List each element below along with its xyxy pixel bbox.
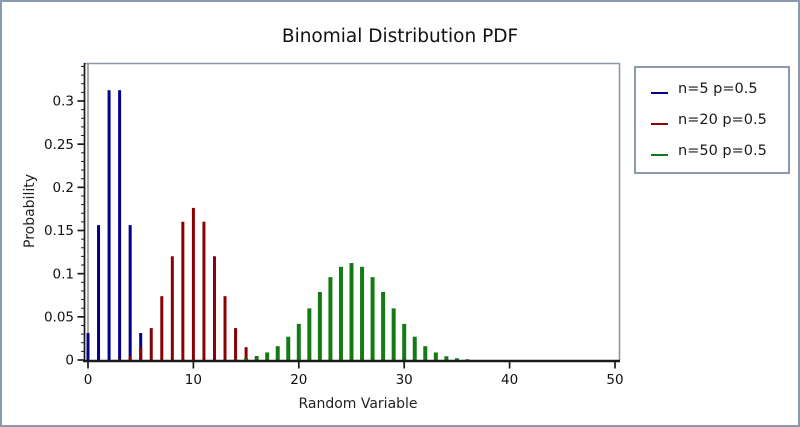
bar-n=50-p=0.5 (233, 359, 238, 360)
y-tick-label: 0.3 (53, 94, 74, 110)
bar-n=5-p=0.5 (128, 225, 132, 360)
legend-item-n5: n=5 p=0.5 (651, 79, 788, 99)
bar-n=5-p=0.5 (97, 225, 101, 360)
chart-title: Binomial Distribution PDF (281, 26, 519, 47)
bar-n=20-p=0.5 (191, 207, 195, 360)
legend-line-swatch-n50 (651, 153, 668, 157)
legend-item-n20: n=20 p=0.5 (651, 110, 788, 130)
legend-label-n20: n=20 p=0.5 (678, 112, 767, 128)
y-tick-label: 0.2 (53, 180, 74, 196)
bar-n=5-p=0.5 (107, 90, 111, 360)
x-tick-label: 10 (185, 372, 202, 388)
bar-n=20-p=0.5 (170, 256, 174, 360)
bar-n=50-p=0.5 (360, 266, 365, 360)
bar-n=20-p=0.5 (234, 328, 238, 360)
bar-n=50-p=0.5 (349, 263, 354, 360)
x-tick-label: 40 (501, 372, 518, 388)
bar-n=50-p=0.5 (444, 356, 449, 360)
bar-n=50-p=0.5 (275, 346, 280, 360)
bar-n=20-p=0.5 (128, 356, 132, 360)
y-tick-label: 0 (65, 353, 74, 369)
x-tick-label: 50 (606, 372, 623, 388)
bar-n=50-p=0.5 (244, 358, 249, 360)
bar-n=50-p=0.5 (433, 352, 438, 360)
x-axis-label: Random Variable (298, 396, 418, 412)
bar-n=50-p=0.5 (296, 323, 301, 360)
y-tick-label: 0.1 (53, 266, 74, 282)
bar-n=50-p=0.5 (328, 277, 333, 360)
bar-n=50-p=0.5 (307, 308, 312, 360)
legend-label-n50: n=50 p=0.5 (678, 143, 767, 159)
x-tick-label: 0 (84, 372, 93, 388)
bar-n=50-p=0.5 (338, 266, 343, 360)
bar-n=50-p=0.5 (317, 291, 322, 360)
bar-n=5-p=0.5 (139, 333, 143, 360)
bar-n=50-p=0.5 (370, 277, 375, 360)
bar-n=20-p=0.5 (118, 359, 122, 360)
bar-n=20-p=0.5 (149, 328, 153, 360)
bar-n=5-p=0.5 (118, 90, 122, 360)
legend: n=5 p=0.5 n=20 p=0.5 n=50 p=0.5 (634, 66, 790, 174)
bar-n=20-p=0.5 (202, 221, 206, 360)
bar-n=50-p=0.5 (286, 336, 291, 360)
bar-n=50-p=0.5 (254, 356, 259, 360)
bar-n=50-p=0.5 (423, 346, 428, 360)
x-tick-label: 30 (396, 372, 413, 388)
bar-n=20-p=0.5 (223, 296, 227, 360)
x-tick-label: 20 (290, 372, 307, 388)
bar-n=20-p=0.5 (181, 221, 185, 360)
bar-n=50-p=0.5 (265, 352, 270, 360)
bar-n=50-p=0.5 (381, 291, 386, 360)
legend-line-swatch-n20 (651, 122, 668, 126)
y-tick-label: 0.05 (44, 309, 74, 325)
bar-n=50-p=0.5 (402, 323, 407, 360)
bar-n=50-p=0.5 (412, 336, 417, 360)
y-tick-label: 0.25 (44, 137, 74, 153)
bar-n=50-p=0.5 (465, 359, 470, 360)
bar-n=5-p=0.5 (86, 333, 90, 360)
bar-n=50-p=0.5 (391, 308, 396, 360)
legend-item-n50: n=50 p=0.5 (651, 141, 788, 161)
bar-n=20-p=0.5 (139, 347, 143, 360)
bar-n=20-p=0.5 (160, 296, 164, 360)
bar-n=50-p=0.5 (454, 358, 459, 360)
y-tick-label: 0.15 (44, 223, 74, 239)
bar-n=20-p=0.5 (244, 347, 248, 360)
legend-line-swatch-n5 (651, 91, 668, 95)
bar-n=20-p=0.5 (212, 256, 216, 360)
legend-label-n5: n=5 p=0.5 (678, 81, 758, 97)
